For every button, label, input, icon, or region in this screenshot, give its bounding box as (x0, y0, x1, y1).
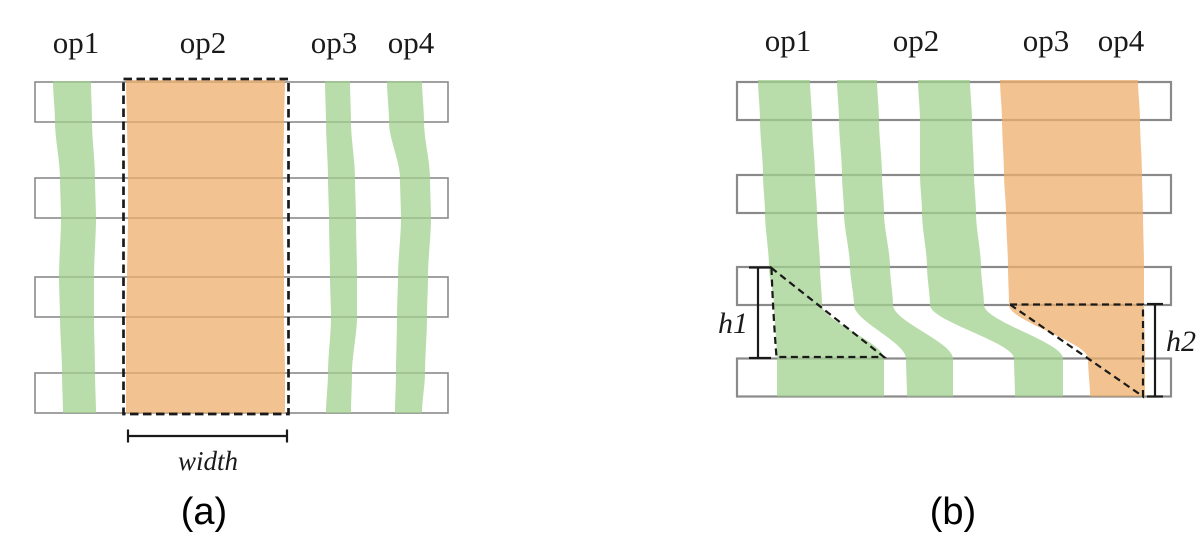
panel-b-caption: (b) (930, 491, 976, 533)
column-label-op4: op4 (388, 25, 435, 60)
ribbon-op4 (387, 81, 431, 413)
column-label-op2: op2 (180, 25, 227, 60)
panel-b: op1 op2 op3 op4 h1 h2 (b) (718, 23, 1196, 533)
panel-b-ribbons (758, 80, 1145, 397)
panel-a-caption: (a) (181, 491, 227, 533)
h1-measure (749, 266, 771, 360)
panel-b-column-labels: op1 op2 op3 op4 (765, 23, 1145, 58)
column-label-op1: op1 (53, 25, 100, 60)
h1-dashed-triangle (770, 265, 888, 359)
h2-measure-label: h2 (1166, 325, 1196, 358)
column-label-op4: op4 (1098, 23, 1145, 58)
column-label-op3: op3 (311, 25, 358, 60)
column-label-op1: op1 (765, 23, 812, 58)
h1-measure-label: h1 (718, 307, 748, 340)
column-label-op2: op2 (893, 23, 940, 58)
width-measure (126, 429, 289, 443)
ribbon-op3 (918, 80, 1063, 397)
width-measure-label: width (178, 446, 238, 476)
ribbon-op3 (325, 81, 357, 413)
ribbon-op1 (53, 81, 96, 413)
h2-measure (1147, 302, 1163, 398)
ribbon-op2 (837, 80, 953, 397)
panel-a: op1 op2 op3 op4 width (a) (34, 25, 449, 533)
panel-a-column-labels: op1 op2 op3 op4 (53, 25, 435, 60)
column-label-op3: op3 (1023, 23, 1070, 58)
ribbon-op2 (126, 80, 285, 414)
panel-a-ribbons (53, 80, 431, 414)
ribbon-op3-op4-merged (1000, 80, 1145, 397)
op2-selection-dashed-box (122, 77, 290, 416)
h2-dashed-triangle (1006, 303, 1145, 399)
ribbon-op1 (758, 80, 884, 397)
